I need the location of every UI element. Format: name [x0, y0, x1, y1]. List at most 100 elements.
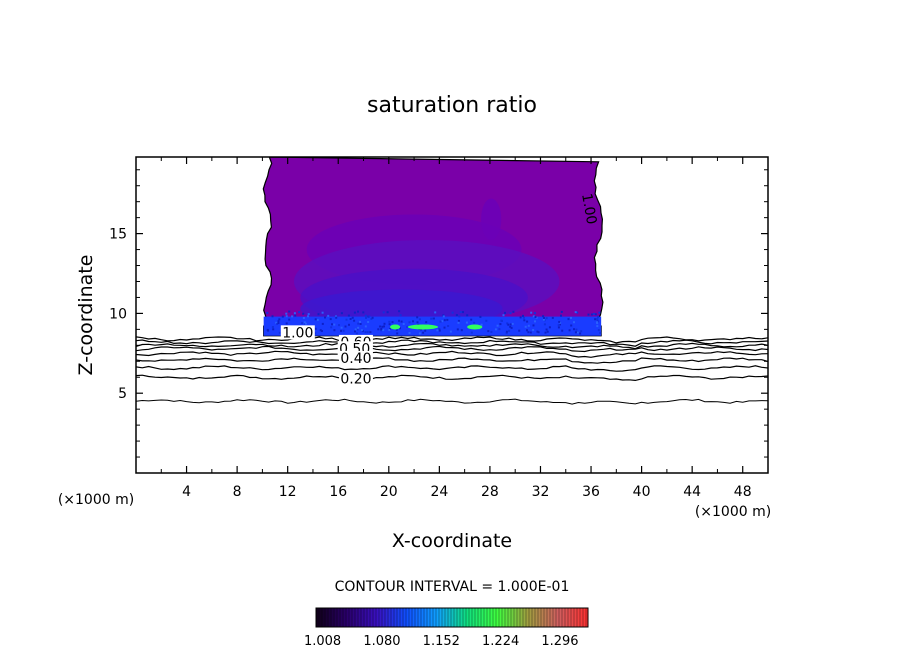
cloud-speckle — [508, 329, 511, 332]
cloud-speckle — [412, 320, 414, 323]
contour-line — [136, 398, 768, 405]
plot-frame — [135, 156, 769, 474]
cloud-speckle — [510, 326, 513, 329]
cloud-speckle — [266, 311, 269, 314]
cloud-speckle — [442, 315, 445, 318]
cloud-speckle — [360, 329, 363, 332]
colorbar-tick-label: 1.152 — [423, 634, 460, 649]
y-tick-label: 10 — [109, 306, 127, 322]
cloud-speckle — [314, 332, 317, 335]
cloud-speckle — [432, 317, 435, 320]
cloud-speckle — [333, 323, 336, 326]
cloud-speckle — [314, 318, 317, 321]
contour-label-bg — [338, 371, 373, 386]
cloud-speckle — [278, 318, 281, 321]
cloud-speckle — [294, 314, 297, 317]
cloud-speckle — [422, 331, 425, 334]
x-tick-label: 48 — [734, 484, 752, 500]
cloud-speckle — [277, 322, 280, 324]
cloud-speckle — [532, 329, 535, 331]
cloud-speckle — [533, 312, 536, 315]
contour-line — [136, 365, 768, 372]
cloud-speckle — [570, 324, 573, 327]
cloud-speckle — [511, 322, 514, 325]
cloud-speckle — [587, 313, 590, 316]
cloud-speckle — [507, 323, 510, 326]
cloud-speckle — [356, 328, 359, 331]
high-saturation-spot — [390, 324, 401, 330]
cloud-speckle — [462, 311, 464, 314]
cloud-speckle — [597, 329, 600, 332]
cloud-speckle — [522, 316, 525, 319]
cloud-speckle — [357, 322, 360, 325]
x-unit-left: (×1000 m) — [58, 492, 134, 508]
cloud-speckle — [436, 329, 439, 332]
cloud-speckle — [388, 320, 391, 323]
cloud-speckle — [498, 328, 501, 331]
cloud-speckle — [502, 314, 505, 317]
colorbar-frame — [315, 607, 589, 628]
cloud-speckle — [327, 314, 330, 317]
contour-label: 1.00 — [282, 325, 313, 341]
cloud-speckle — [355, 332, 358, 335]
cloud-speckle — [370, 317, 373, 320]
cloud-speckle — [557, 326, 560, 329]
cloud-speckle — [523, 319, 526, 322]
cloud-speckle — [271, 315, 274, 318]
cloud-speckle — [524, 325, 527, 328]
cloud-speckle — [470, 331, 473, 334]
x-unit-right: (×1000 m) — [695, 504, 771, 520]
cloud-speckle — [380, 329, 383, 332]
cloud-speckle — [542, 318, 545, 321]
cloud-speckle — [416, 316, 419, 319]
cloud-speckle — [400, 320, 403, 323]
cloud-speckle — [398, 319, 400, 322]
cloud-speckle — [529, 331, 532, 334]
cloud-speckle — [379, 325, 382, 328]
cloud-speckle — [535, 316, 538, 319]
cloud-speckle — [447, 325, 450, 327]
x-tick-label: 16 — [329, 484, 347, 500]
cloud-speckle — [347, 314, 350, 317]
x-tick-label: 24 — [430, 484, 448, 500]
cloud-speckle — [568, 329, 571, 332]
cloud-speckle — [522, 314, 524, 317]
cloud-speckle — [430, 317, 433, 320]
cloud-speckle — [293, 312, 296, 315]
cloud-speckle — [557, 324, 560, 327]
cloud-speckle — [480, 323, 483, 326]
cloud-speckle — [544, 331, 547, 334]
cloud-speckle — [408, 332, 411, 334]
cloud-speckle — [342, 329, 345, 332]
cloud-speckle — [285, 322, 288, 325]
cloud-speckle — [457, 321, 460, 324]
cloud-speckle — [303, 321, 306, 324]
cloud-speckle — [364, 314, 367, 317]
cloud-speckle — [473, 321, 476, 324]
cloud-speckle — [590, 313, 593, 316]
cloud-speckle — [519, 316, 522, 319]
cloud-speckle — [420, 328, 422, 331]
cloud-speckle — [485, 319, 488, 322]
plot-area: 4812162024283236404448510151.001.000.600… — [109, 156, 769, 500]
cloud-speckle — [383, 322, 386, 325]
cloud-speckle — [329, 318, 332, 321]
x-tick-label: 8 — [233, 484, 242, 500]
cloud-speckle — [354, 328, 357, 331]
contour-label-bg — [280, 325, 315, 340]
cloud-speckle — [424, 329, 427, 332]
cloud-speckle — [551, 316, 554, 319]
cloud-speckle — [340, 326, 343, 329]
cloud-speckle — [499, 323, 502, 326]
cloud-speckle — [573, 321, 575, 324]
high-saturation-spot — [467, 324, 483, 330]
cloud-speckle — [560, 310, 563, 313]
cloud-speckle — [526, 329, 528, 332]
colorbar: 1.008 1.080 1.152 1.224 1.296 — [304, 607, 589, 649]
cloud-speckle — [505, 330, 508, 333]
cloud-speckle — [316, 319, 319, 321]
cloud-speckle — [594, 318, 597, 321]
cloud-speckle — [594, 313, 597, 316]
cloud-speckle — [367, 321, 370, 323]
cloud-speckle — [395, 328, 398, 331]
